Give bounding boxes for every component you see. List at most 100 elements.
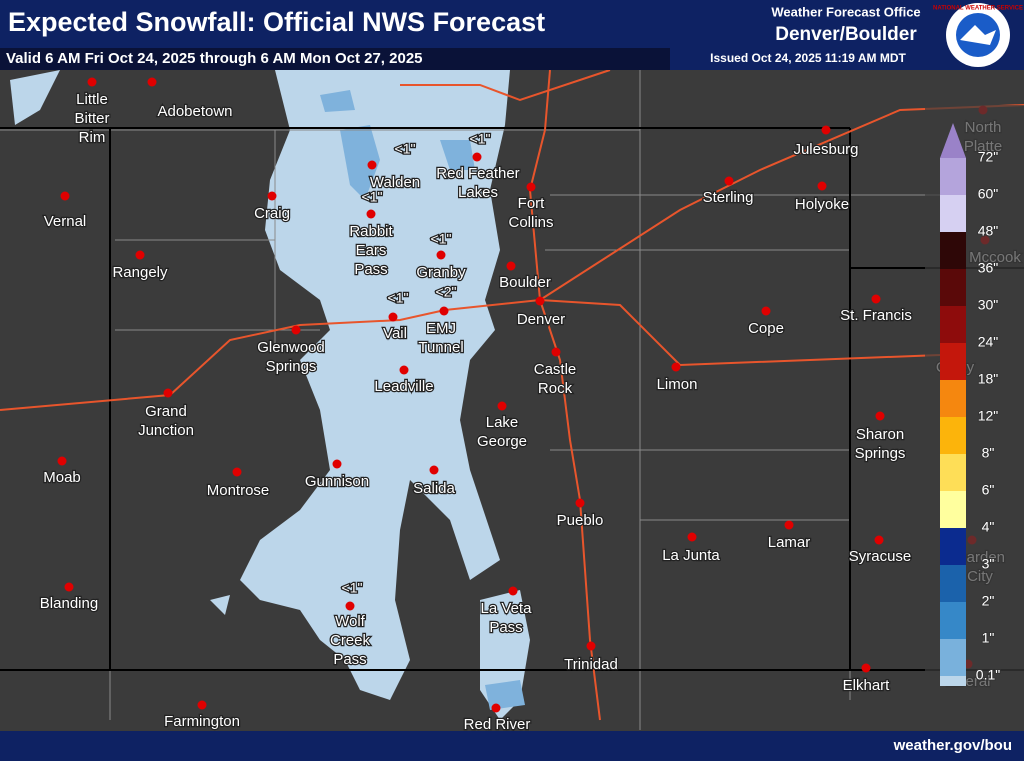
city-dot (291, 325, 301, 335)
snow-heavier (320, 90, 525, 710)
city-dot (875, 411, 885, 421)
city-dot (399, 365, 409, 375)
nws-logo: NATIONAL WEATHER SERVICE (933, 3, 1023, 67)
city-label: Rangely (112, 264, 168, 281)
city-label: Vernal (44, 213, 87, 230)
legend-label: 36" (978, 260, 999, 276)
city-dot (147, 77, 157, 87)
city-dot (135, 250, 145, 260)
city-label: Trinidad (564, 656, 618, 673)
legend-label: 4" (982, 519, 995, 535)
city-label: Red Feather (436, 165, 519, 182)
footer-url: weather.gov/bou (893, 737, 1012, 754)
legend-swatch (940, 158, 966, 195)
city-dot (821, 125, 831, 135)
city-label: Syracuse (849, 548, 912, 565)
legend-swatch (940, 639, 966, 676)
city-label: Wolf (335, 613, 366, 630)
city-label: Castle (534, 361, 577, 378)
city-dot (784, 520, 794, 530)
city-dot (64, 582, 74, 592)
city-label: Blanding (40, 595, 98, 612)
city-dot (436, 250, 446, 260)
legend-label: 6" (982, 482, 995, 498)
city-label: Farmington (164, 713, 240, 730)
city-dot (817, 181, 827, 191)
legend-swatch (940, 528, 966, 565)
city-label: Red River (464, 716, 531, 733)
city-label: Pueblo (557, 512, 604, 529)
city-label: Little (76, 91, 108, 108)
city-label: Lakes (458, 184, 498, 201)
legend-swatch (940, 417, 966, 454)
city-label: Rim (79, 129, 106, 146)
city-label: Denver (517, 311, 565, 328)
valid-bar (0, 48, 670, 70)
city-label: Craig (254, 205, 290, 222)
city-label: Springs (266, 358, 317, 375)
city-label: Leadville (374, 378, 433, 395)
legend-label: 18" (978, 371, 999, 387)
city-label: Collins (508, 214, 553, 231)
city-dot (871, 294, 881, 304)
city-label: Tunnel (418, 339, 463, 356)
legend-label: 1" (982, 630, 995, 646)
city-dot (267, 191, 277, 201)
state-lines (0, 127, 1024, 671)
city-label: George (477, 433, 527, 450)
legend-label: 60" (978, 186, 999, 202)
legend-swatch (940, 676, 966, 686)
city-label: Lake (486, 414, 519, 431)
city-label: Pass (489, 619, 522, 636)
city-dot (535, 296, 545, 306)
snow-amount: <1" (470, 131, 491, 147)
legend-swatch (940, 380, 966, 417)
legend-swatch (940, 269, 966, 306)
amounts: <1" <1" <1" <1" <1" <2" <1" (340, 129, 491, 597)
city-label: Julesburg (793, 141, 858, 158)
city-dot (429, 465, 439, 475)
city-label: Vail (383, 325, 407, 342)
city-dot (87, 77, 97, 87)
legend-label: 48" (978, 223, 999, 239)
city-dot (671, 362, 681, 372)
city-dot (508, 586, 518, 596)
legend-label: 3" (982, 556, 995, 572)
legend-panel (925, 105, 1024, 695)
city-dot (551, 347, 561, 357)
issued-text: Issued Oct 24, 2025 11:19 AM MDT (710, 51, 906, 65)
city-label: Walden (370, 174, 420, 191)
city-label: Limon (657, 376, 698, 393)
city-label: Sterling (703, 189, 754, 206)
city-dot (60, 191, 70, 201)
city-dot (345, 601, 355, 611)
legend-label: 72" (978, 149, 999, 165)
city-dot (388, 312, 398, 322)
legend-label: 0.1" (976, 667, 1000, 683)
footer-bar (0, 731, 1024, 761)
city-dot (861, 663, 871, 673)
city-label: Creek (330, 632, 371, 649)
legend-swatch (940, 306, 966, 343)
city-dot (439, 306, 449, 316)
city-label: Rabbit (349, 223, 393, 240)
office-name: Denver/Boulder (775, 24, 917, 45)
snow-area (10, 70, 530, 720)
legend-label: 12" (978, 408, 999, 424)
legend-swatch (940, 565, 966, 602)
city-dot (506, 261, 516, 271)
snow-amount: <2" (436, 284, 457, 300)
city-label: Ears (356, 242, 387, 259)
city-label: Grand (145, 403, 187, 420)
city-dot (163, 388, 173, 398)
city-label: Adobetown (157, 103, 232, 120)
city-label: Fort (518, 195, 546, 212)
snow-amount: <1" (431, 231, 452, 247)
legend-swatch (940, 491, 966, 528)
city-dot (761, 306, 771, 316)
snow-amount: <1" (388, 290, 409, 306)
city-label: Rock (538, 380, 573, 397)
title: Expected Snowfall: Official NWS Forecast (8, 7, 545, 37)
city-label: Bitter (74, 110, 109, 127)
